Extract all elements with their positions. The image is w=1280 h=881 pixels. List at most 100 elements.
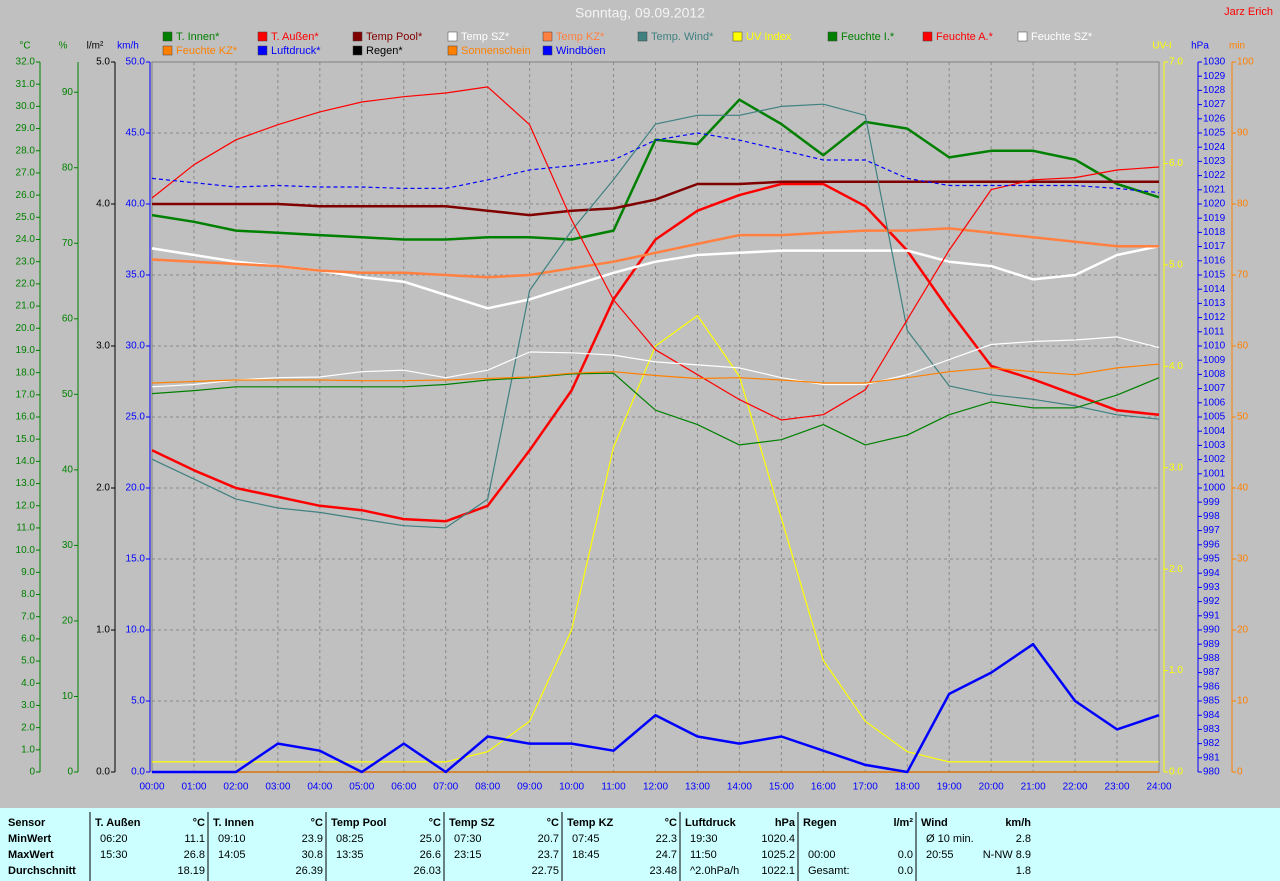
legend-swatch bbox=[162, 31, 173, 42]
stats-row-label: MinWert bbox=[8, 833, 52, 845]
legend-label: Temp SZ* bbox=[461, 31, 510, 43]
tick-label: 1000 bbox=[1203, 483, 1226, 494]
legend-label: Feuchte A.* bbox=[936, 31, 994, 43]
stats-header: Regen bbox=[803, 817, 837, 829]
stats-time: 23:15 bbox=[454, 849, 482, 861]
stats-header: Luftdruck bbox=[685, 817, 737, 829]
tick-label: 80 bbox=[1237, 199, 1249, 210]
tick-label: 6.0 bbox=[1169, 158, 1183, 169]
stats-unit: l/m² bbox=[893, 817, 913, 829]
stats-value: 26.39 bbox=[295, 865, 323, 877]
legend-swatch bbox=[257, 45, 268, 56]
tick-label: 987 bbox=[1203, 667, 1220, 678]
tick-label: 17.0 bbox=[16, 389, 36, 400]
series-line bbox=[152, 642, 1160, 774]
x-tick-label: 12:00 bbox=[643, 782, 668, 793]
tick-label: 986 bbox=[1203, 681, 1220, 692]
tick-label: 7.0 bbox=[1169, 57, 1183, 68]
stats-value: 2.8 bbox=[1016, 833, 1031, 845]
tick-label: 1023 bbox=[1203, 156, 1226, 167]
tick-label: 990 bbox=[1203, 625, 1220, 636]
tick-label: 35.0 bbox=[126, 270, 146, 281]
series-line bbox=[151, 363, 1160, 384]
stats-value: 26.03 bbox=[413, 865, 441, 877]
stats-time: Ø 10 min. bbox=[926, 833, 974, 845]
legend-swatch bbox=[542, 45, 553, 56]
tick-label: 1009 bbox=[1203, 355, 1226, 366]
legend-label: Feuchte SZ* bbox=[1031, 31, 1093, 43]
stats-time: 09:10 bbox=[218, 833, 246, 845]
tick-label: 70 bbox=[1237, 270, 1249, 281]
stats-value: 30.8 bbox=[302, 849, 323, 861]
tick-label: 20 bbox=[1237, 625, 1249, 636]
stats-time: 08:25 bbox=[336, 833, 364, 845]
axis-title: l/m² bbox=[87, 41, 104, 52]
stats-unit: °C bbox=[665, 817, 677, 829]
tick-label: 988 bbox=[1203, 653, 1220, 664]
tick-label: 22.0 bbox=[16, 279, 36, 290]
tick-label: 1.0 bbox=[96, 625, 110, 636]
tick-label: 996 bbox=[1203, 539, 1220, 550]
tick-label: 1014 bbox=[1203, 284, 1226, 295]
tick-label: 1021 bbox=[1203, 184, 1226, 195]
tick-label: 1001 bbox=[1203, 468, 1226, 479]
stats-value: 1020.4 bbox=[761, 833, 795, 845]
stats-time: ^2.0hPa/h bbox=[690, 865, 739, 877]
tick-label: 1007 bbox=[1203, 383, 1226, 394]
stats-value: 24.7 bbox=[656, 849, 677, 861]
tick-label: 982 bbox=[1203, 738, 1220, 749]
stats-header: Temp Pool bbox=[331, 817, 386, 829]
tick-label: 981 bbox=[1203, 752, 1220, 763]
stats-value: 0.0 bbox=[898, 849, 913, 861]
axis-title: hPa bbox=[1191, 41, 1209, 52]
stats-time: 11:50 bbox=[690, 849, 717, 861]
tick-label: 1011 bbox=[1203, 326, 1225, 337]
tick-label: 1013 bbox=[1203, 298, 1226, 309]
legend-swatch bbox=[447, 31, 458, 42]
legend-swatch bbox=[732, 31, 743, 42]
tick-label: 4.0 bbox=[96, 199, 110, 210]
tick-label: 995 bbox=[1203, 554, 1220, 565]
tick-label: 980 bbox=[1203, 767, 1220, 778]
series-line bbox=[152, 315, 1159, 763]
tick-label: 19.0 bbox=[16, 345, 36, 356]
tick-label: 0.0 bbox=[131, 767, 145, 778]
legend-label: Windböen bbox=[556, 45, 606, 57]
tick-label: 27.0 bbox=[16, 168, 36, 179]
tick-label: 13.0 bbox=[16, 478, 36, 489]
tick-label: 10.0 bbox=[16, 545, 36, 556]
series-line bbox=[151, 86, 1160, 421]
x-tick-label: 16:00 bbox=[811, 782, 836, 793]
x-tick-label: 20:00 bbox=[979, 782, 1004, 793]
tick-label: 1019 bbox=[1203, 213, 1226, 224]
stats-unit: °C bbox=[547, 817, 559, 829]
tick-label: 50 bbox=[1237, 412, 1249, 423]
tick-label: 15.0 bbox=[16, 434, 36, 445]
stats-value: N-NW 8.9 bbox=[983, 849, 1031, 861]
stats-header: Temp SZ bbox=[449, 817, 495, 829]
x-tick-label: 19:00 bbox=[937, 782, 962, 793]
tick-label: 1005 bbox=[1203, 412, 1226, 423]
stats-value: 0.0 bbox=[898, 865, 913, 877]
tick-label: 1025 bbox=[1203, 128, 1226, 139]
tick-label: 1010 bbox=[1203, 341, 1226, 352]
tick-label: 0 bbox=[1237, 767, 1243, 778]
stats-unit: km/h bbox=[1005, 817, 1031, 829]
author: Jarz Erich bbox=[1224, 6, 1273, 18]
x-tick-label: 01:00 bbox=[181, 782, 206, 793]
tick-label: 0.0 bbox=[1169, 767, 1183, 778]
tick-label: 30 bbox=[1237, 554, 1249, 565]
tick-label: 32.0 bbox=[16, 57, 36, 68]
tick-label: 1015 bbox=[1203, 270, 1226, 281]
stats-row-label: Sensor bbox=[8, 817, 46, 829]
tick-label: 21.0 bbox=[16, 301, 36, 312]
legend-swatch bbox=[827, 31, 838, 42]
tick-label: 10 bbox=[62, 691, 74, 702]
stats-unit: °C bbox=[429, 817, 441, 829]
legend-label: Sonnenschein bbox=[461, 45, 531, 57]
tick-label: 1018 bbox=[1203, 227, 1226, 238]
stats-value: 26.8 bbox=[184, 849, 205, 861]
tick-label: 999 bbox=[1203, 497, 1220, 508]
tick-label: 993 bbox=[1203, 582, 1220, 593]
